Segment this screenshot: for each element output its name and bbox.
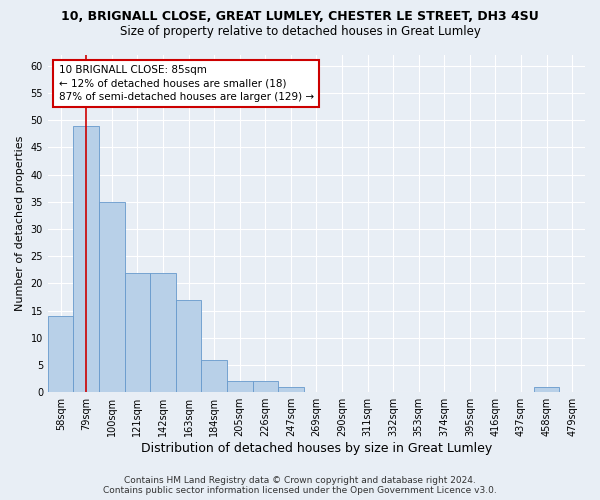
- Bar: [253, 382, 278, 392]
- Text: 10 BRIGNALL CLOSE: 85sqm
← 12% of detached houses are smaller (18)
87% of semi-d: 10 BRIGNALL CLOSE: 85sqm ← 12% of detach…: [59, 65, 314, 102]
- Text: 10, BRIGNALL CLOSE, GREAT LUMLEY, CHESTER LE STREET, DH3 4SU: 10, BRIGNALL CLOSE, GREAT LUMLEY, CHESTE…: [61, 10, 539, 23]
- Bar: [534, 387, 559, 392]
- Bar: [278, 387, 304, 392]
- Bar: [99, 202, 125, 392]
- X-axis label: Distribution of detached houses by size in Great Lumley: Distribution of detached houses by size …: [141, 442, 492, 455]
- Bar: [125, 272, 150, 392]
- Bar: [176, 300, 202, 392]
- Bar: [48, 316, 73, 392]
- Bar: [202, 360, 227, 392]
- Text: Size of property relative to detached houses in Great Lumley: Size of property relative to detached ho…: [119, 25, 481, 38]
- Y-axis label: Number of detached properties: Number of detached properties: [15, 136, 25, 312]
- Bar: [227, 382, 253, 392]
- Bar: [150, 272, 176, 392]
- Bar: [73, 126, 99, 392]
- Text: Contains HM Land Registry data © Crown copyright and database right 2024.
Contai: Contains HM Land Registry data © Crown c…: [103, 476, 497, 495]
